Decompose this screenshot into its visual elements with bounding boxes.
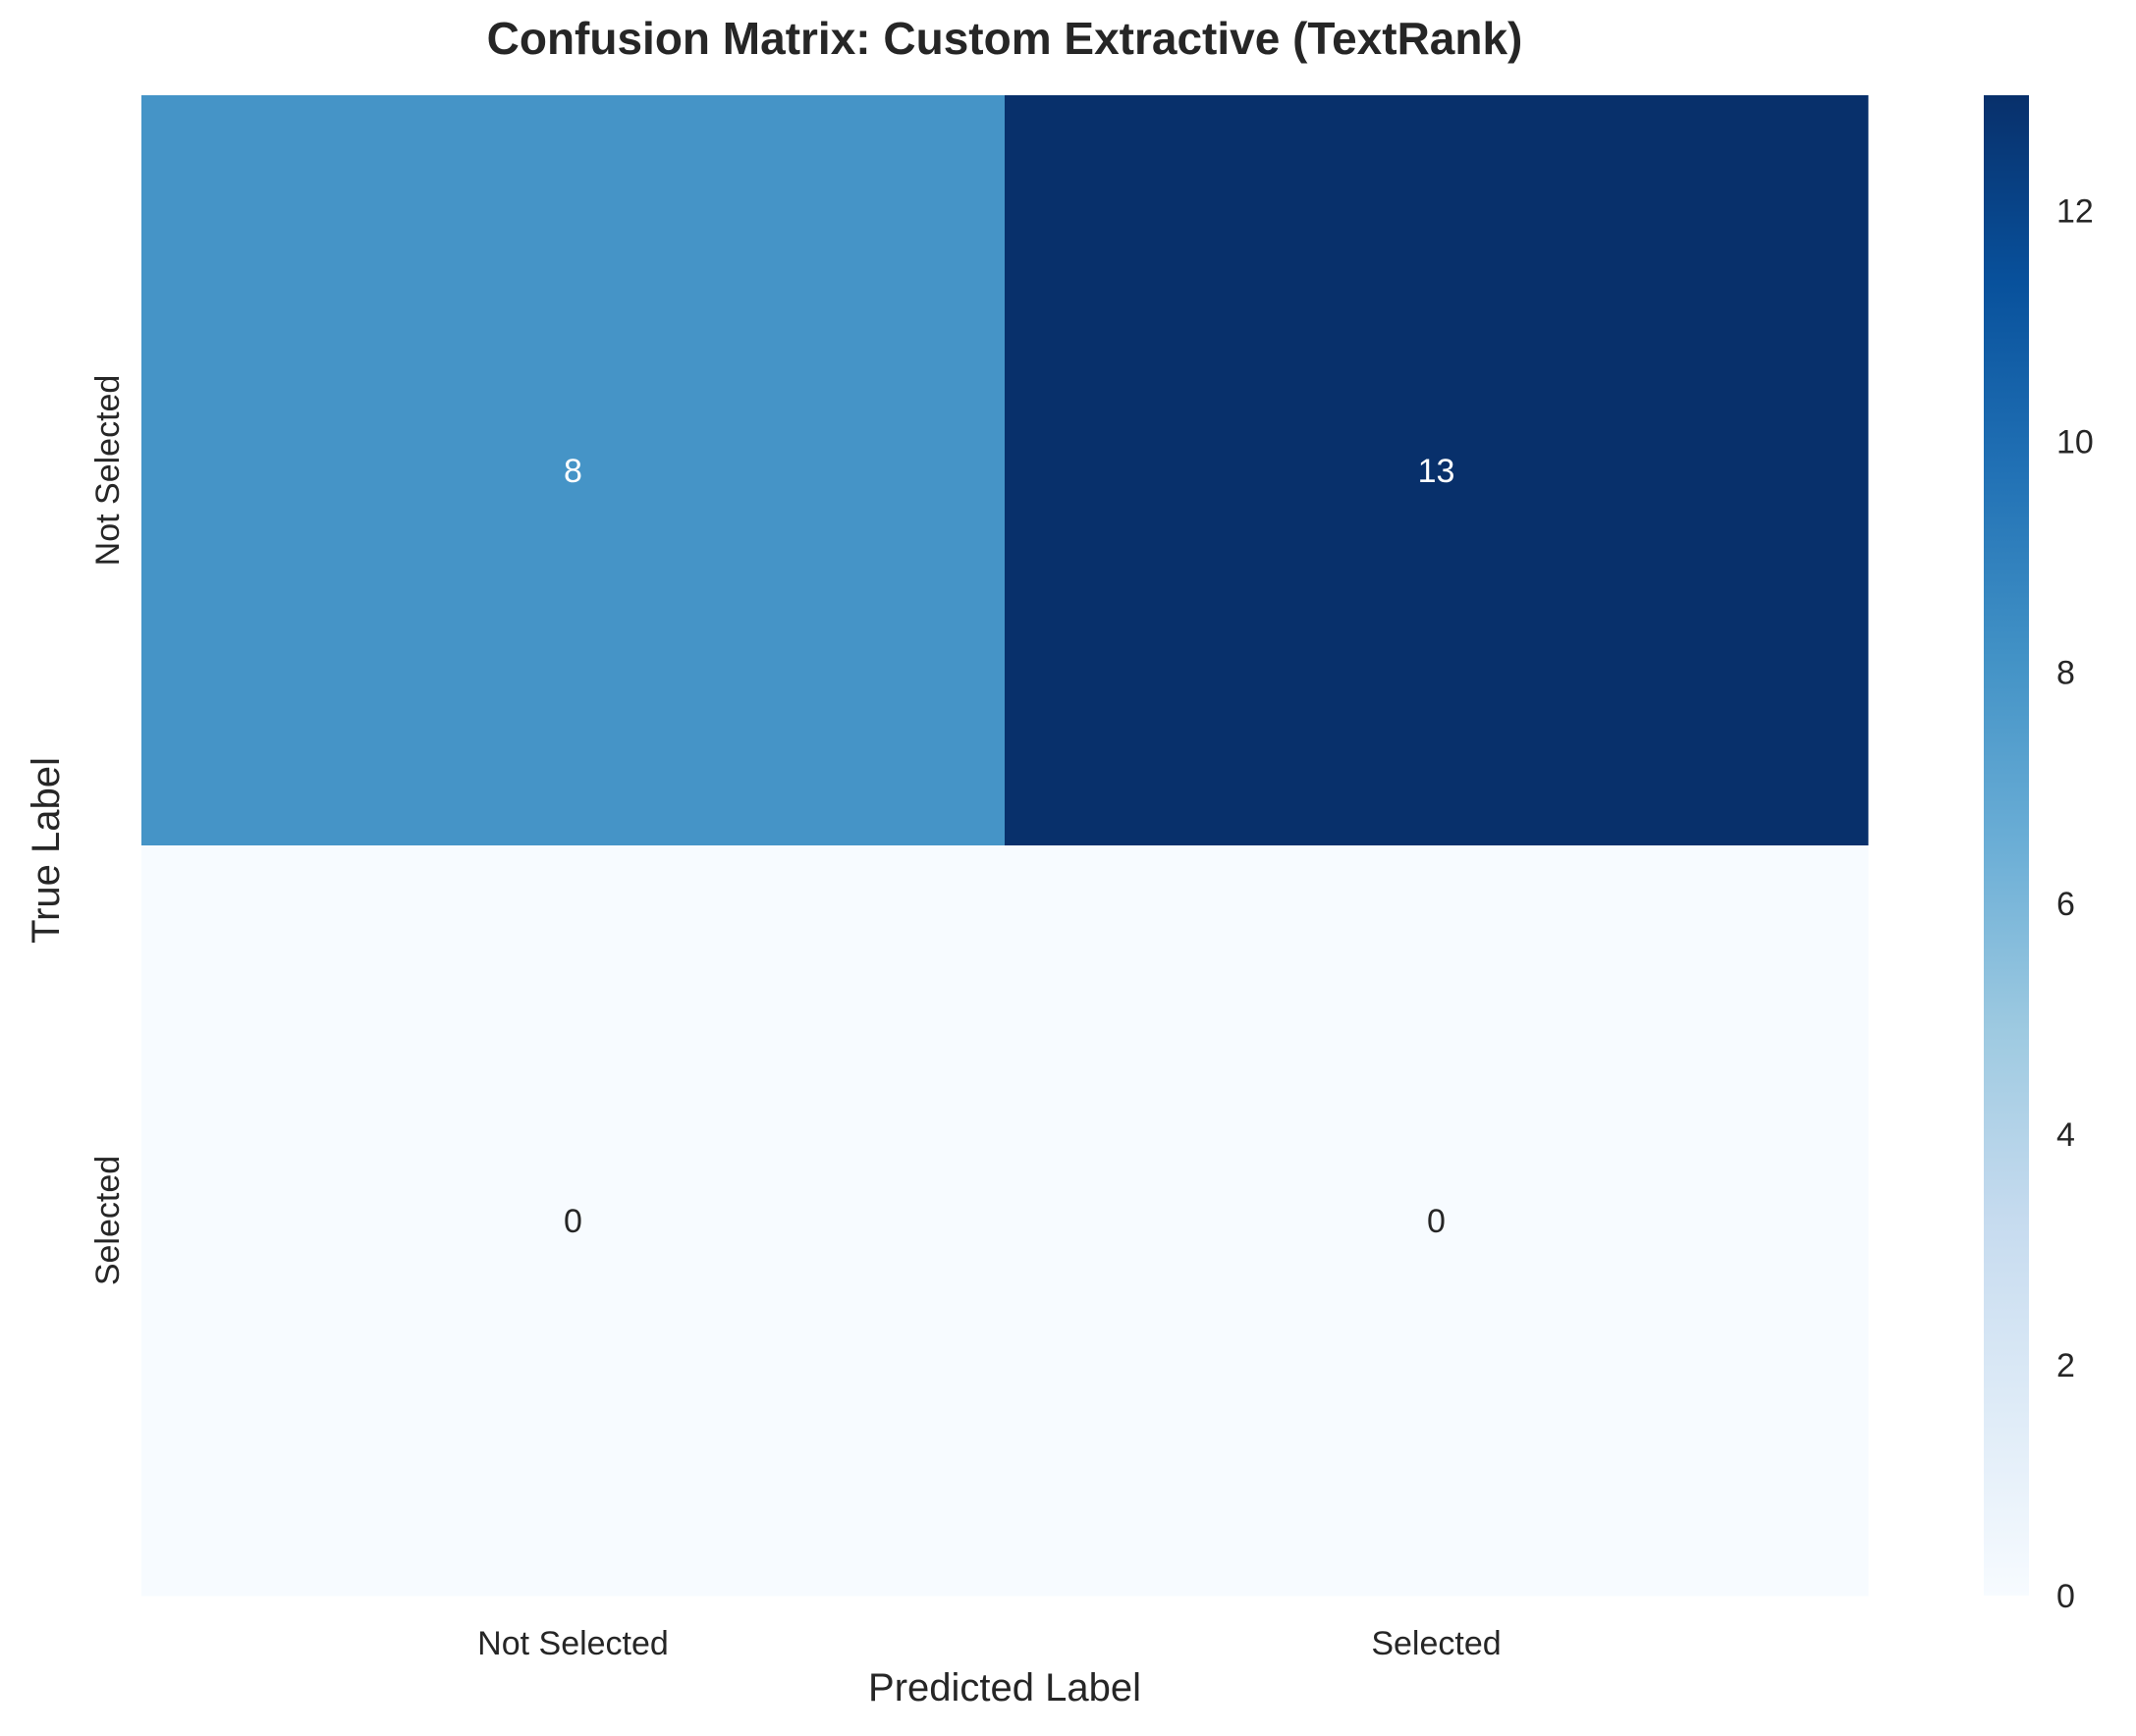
x-tick-label: Selected bbox=[1371, 1625, 1501, 1662]
colorbar-tick-label: 12 bbox=[2056, 193, 2094, 231]
x-axis-tick-labels: Not Selected Selected bbox=[477, 1625, 1502, 1662]
colorbar bbox=[1984, 95, 2029, 1596]
y-tick-label: Selected bbox=[89, 1156, 127, 1285]
colorbar-tick-label: 2 bbox=[2056, 1347, 2075, 1384]
x-axis-label: Predicted Label bbox=[868, 1666, 1141, 1709]
cell-value-label: 0 bbox=[1427, 1203, 1446, 1240]
chart-title: Confusion Matrix: Custom Extractive (Tex… bbox=[487, 13, 1523, 64]
heatmap-cell bbox=[141, 95, 1006, 846]
cell-value-label: 13 bbox=[1418, 453, 1455, 490]
y-axis-label: True Label bbox=[25, 757, 68, 944]
heatmap-cell bbox=[1005, 95, 1869, 846]
colorbar-tick-label: 6 bbox=[2056, 886, 2075, 923]
heatmap-cell-labels: 8 13 0 0 bbox=[564, 453, 1454, 1240]
cell-value-label: 0 bbox=[564, 1203, 582, 1240]
cell-value-label: 8 bbox=[564, 453, 582, 490]
colorbar-tick-label: 8 bbox=[2056, 655, 2075, 692]
colorbar-tick-label: 0 bbox=[2056, 1578, 2075, 1615]
y-tick-label: Not Selected bbox=[89, 375, 127, 567]
heatmap-cell bbox=[141, 845, 1006, 1597]
y-axis-tick-labels: Not Selected Selected bbox=[89, 375, 127, 1286]
x-tick-label: Not Selected bbox=[477, 1625, 669, 1662]
colorbar-tick-labels: 0 2 4 6 8 10 12 bbox=[2056, 193, 2094, 1615]
heatmap-cells bbox=[141, 95, 1869, 1597]
heatmap-cell bbox=[1005, 845, 1869, 1597]
colorbar-tick-label: 4 bbox=[2056, 1116, 2075, 1154]
colorbar-tick-label: 10 bbox=[2056, 424, 2094, 461]
